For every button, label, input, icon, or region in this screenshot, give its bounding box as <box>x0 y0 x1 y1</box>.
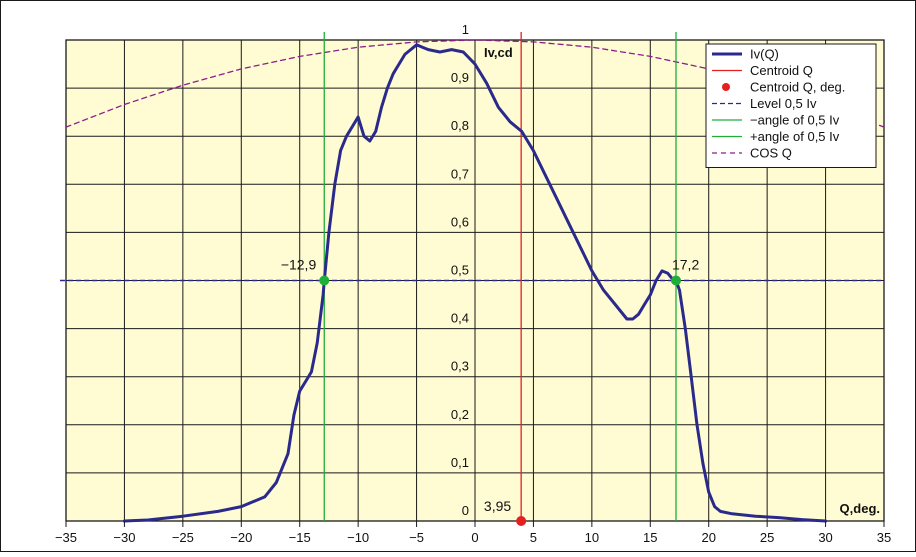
x-tick-label: 10 <box>585 530 599 545</box>
legend-label: −angle of 0,5 Iv <box>750 113 840 128</box>
legend-label: COS Q <box>750 146 792 161</box>
y-axis-label: Iv,cd <box>484 45 513 60</box>
x-tick-label: −25 <box>172 530 194 545</box>
legend-box <box>705 43 877 168</box>
y-tick-label: 0,4 <box>451 311 469 326</box>
x-axis-label: Q,deg. <box>840 501 880 516</box>
x-tick-label: 35 <box>877 530 891 545</box>
centroid-marker <box>516 516 527 526</box>
y-tick-label: 0,3 <box>451 359 469 374</box>
y-tick-label: 0,9 <box>451 70 469 85</box>
marker-label: 17,2 <box>672 257 699 273</box>
legend: Iv(Q)Centroid Q Centroid Q, deg.Level 0,5… <box>705 43 877 168</box>
x-tick-label: 20 <box>701 530 715 545</box>
y-tick-label: 0,6 <box>451 214 469 229</box>
y-tick-label: 0,2 <box>451 407 469 422</box>
y-tick-labels: 0 0,1 0,2 0,3 0,4 0,5 0,6 0,7 0,8 0,9 1 <box>451 22 469 518</box>
x-tick-label: −10 <box>347 530 369 545</box>
iv-curve <box>122 43 828 523</box>
legend-label: +angle of 0,5 Iv <box>750 129 840 144</box>
legend-label: Centroid Q <box>750 63 813 78</box>
y-tick-label: 0,7 <box>451 166 469 181</box>
legend-swatch-dot <box>722 83 730 91</box>
marker-label: 3,95 <box>484 498 511 514</box>
half-level-marker <box>319 275 330 286</box>
x-tick-label: 25 <box>760 530 774 545</box>
legend-label: Level 0,5 Iv <box>750 96 817 111</box>
x-tick-label: 15 <box>643 530 657 545</box>
x-tick-label: 0 <box>471 530 478 545</box>
x-tick-label: −20 <box>230 530 252 545</box>
x-tick-label: −15 <box>289 530 311 545</box>
iv-curve-group <box>122 43 828 523</box>
marker-label: −12,9 <box>281 257 317 273</box>
y-tick-label: 0,1 <box>451 455 469 470</box>
half-level-marker <box>670 275 681 286</box>
y-tick-label: 1 <box>462 22 469 37</box>
x-tick-label: −5 <box>409 530 424 545</box>
x-tick-label: 30 <box>818 530 832 545</box>
x-tick-labels: −35 −30 −25 −20 −15 −10 −5 0 5 10 15 20 25 30 35 <box>55 521 891 545</box>
legend-label: Centroid Q, deg. <box>750 80 845 95</box>
x-tick-label: −30 <box>113 530 135 545</box>
x-tick-label: −35 <box>55 530 77 545</box>
x-tick-label: 5 <box>530 530 537 545</box>
y-tick-label: 0,8 <box>451 118 469 133</box>
y-tick-label: 0 <box>462 503 469 518</box>
y-tick-label: 0,5 <box>451 263 469 278</box>
markers-group: 3,95 −12,9 17,2 <box>281 257 699 526</box>
legend-label: Iv(Q) <box>750 47 779 62</box>
